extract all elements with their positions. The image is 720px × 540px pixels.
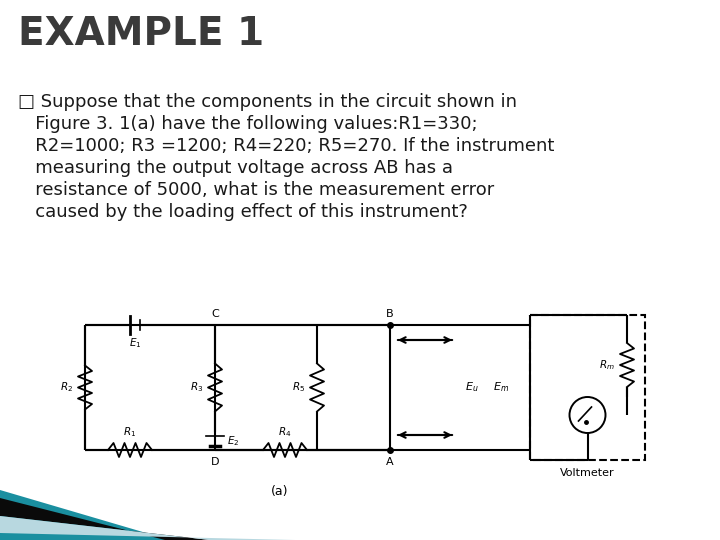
Text: resistance of 5000, what is the measurement error: resistance of 5000, what is the measurem… xyxy=(18,181,494,199)
Text: $R_3$: $R_3$ xyxy=(190,381,203,394)
Text: caused by the loading effect of this instrument?: caused by the loading effect of this ins… xyxy=(18,203,468,221)
Polygon shape xyxy=(0,490,170,540)
Text: $E_m$: $E_m$ xyxy=(493,381,509,394)
Text: (a): (a) xyxy=(271,485,289,498)
Text: A: A xyxy=(386,457,394,467)
Text: $R_2$: $R_2$ xyxy=(60,381,73,394)
Text: □ Suppose that the components in the circuit shown in: □ Suppose that the components in the cir… xyxy=(18,93,517,111)
Text: $R_m$: $R_m$ xyxy=(599,358,615,372)
Text: $R_1$: $R_1$ xyxy=(123,425,137,439)
Text: D: D xyxy=(211,457,220,467)
Text: $E_2$: $E_2$ xyxy=(227,434,239,448)
Text: $E_1$: $E_1$ xyxy=(129,336,141,350)
Polygon shape xyxy=(0,498,210,540)
Text: $R_5$: $R_5$ xyxy=(292,381,305,394)
Text: $R_4$: $R_4$ xyxy=(279,425,292,439)
Circle shape xyxy=(570,397,606,433)
Bar xyxy=(530,315,645,460)
Text: $E_u$: $E_u$ xyxy=(465,381,479,394)
Polygon shape xyxy=(0,516,295,540)
Text: EXAMPLE 1: EXAMPLE 1 xyxy=(18,15,264,53)
Text: R2=1000; R3 =1200; R4=220; R5=270. If the instrument: R2=1000; R3 =1200; R4=220; R5=270. If th… xyxy=(18,137,554,155)
Text: C: C xyxy=(211,309,219,319)
Text: B: B xyxy=(386,309,394,319)
Text: Figure 3. 1(a) have the following values:R1=330;: Figure 3. 1(a) have the following values… xyxy=(18,115,477,133)
Text: Voltmeter: Voltmeter xyxy=(560,468,615,478)
Text: measuring the output voltage across AB has a: measuring the output voltage across AB h… xyxy=(18,159,453,177)
